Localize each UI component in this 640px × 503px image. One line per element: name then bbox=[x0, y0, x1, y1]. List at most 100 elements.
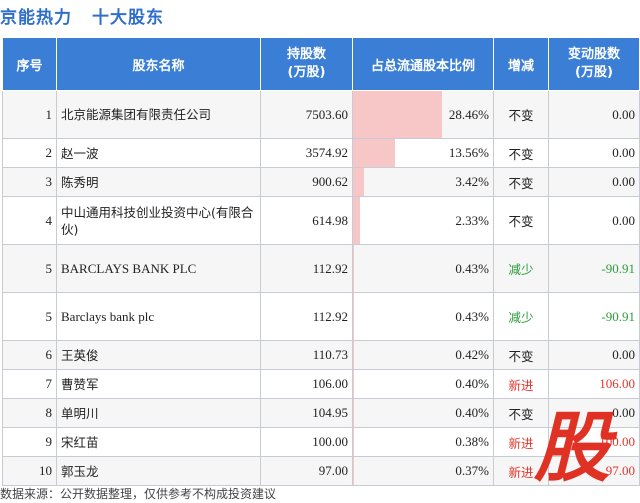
delta-value: -90.91 bbox=[548, 292, 640, 341]
delta-value: 100.00 bbox=[548, 427, 640, 457]
row-seq: 8 bbox=[2, 398, 57, 428]
change-status: 不变 bbox=[493, 138, 549, 168]
ratio-bar bbox=[353, 457, 355, 485]
row-seq: 5 bbox=[2, 292, 57, 341]
ratio-value: 0.43% bbox=[455, 260, 489, 276]
change-status: 不变 bbox=[493, 167, 549, 197]
delta-value: 0.00 bbox=[548, 398, 640, 428]
table-row: 1 北京能源集团有限责任公司 7503.60 28.46% 不变 0.00 bbox=[2, 90, 640, 139]
ratio-bar bbox=[353, 341, 355, 369]
shares-value: 106.00 bbox=[260, 369, 353, 399]
ratio-bar bbox=[353, 139, 396, 167]
delta-value: -90.91 bbox=[548, 244, 640, 293]
ratio-cell: 28.46% bbox=[352, 90, 494, 139]
ratio-bar bbox=[353, 293, 355, 340]
table-row: 10 郭玉龙 97.00 0.37% 新进 97.00 bbox=[2, 456, 640, 486]
ratio-value: 3.42% bbox=[455, 174, 489, 189]
section-title: 十大股东 bbox=[92, 8, 164, 28]
change-status: 不变 bbox=[493, 340, 549, 370]
col-header-ratio: 占总流通股本比例 bbox=[352, 37, 494, 91]
holder-name: Barclays bank plc bbox=[56, 292, 261, 341]
change-status: 减少 bbox=[493, 244, 549, 293]
ratio-value: 2.33% bbox=[455, 212, 489, 228]
row-seq: 2 bbox=[2, 138, 57, 168]
ratio-bar bbox=[353, 168, 364, 196]
ratio-value: 0.42% bbox=[455, 347, 489, 362]
ratio-bar bbox=[353, 428, 355, 456]
shares-value: 7503.60 bbox=[260, 90, 353, 139]
row-seq: 10 bbox=[2, 456, 57, 486]
table-row: 9 宋红苗 100.00 0.38% 新进 100.00 bbox=[2, 427, 640, 457]
ratio-cell: 0.40% bbox=[352, 398, 494, 428]
table-row: 5 Barclays bank plc 112.92 0.43% 减少 -90.91 bbox=[2, 292, 640, 341]
row-seq: 4 bbox=[2, 196, 57, 245]
company-title: 京能热力 bbox=[0, 8, 72, 28]
ratio-cell: 13.56% bbox=[352, 138, 494, 168]
ratio-value: 0.43% bbox=[455, 308, 489, 324]
ratio-value: 0.37% bbox=[455, 463, 489, 478]
shares-value: 104.95 bbox=[260, 398, 353, 428]
holder-name: 郭玉龙 bbox=[56, 456, 261, 486]
col-header-seq: 序号 bbox=[2, 37, 57, 91]
holder-name: 北京能源集团有限责任公司 bbox=[56, 90, 261, 139]
holder-name: 中山通用科技创业投资中心(有限合伙) bbox=[56, 196, 261, 245]
shares-value: 110.73 bbox=[260, 340, 353, 370]
stock-logo: 股 bbox=[534, 403, 610, 492]
holder-name: 赵一波 bbox=[56, 138, 261, 168]
ratio-value: 13.56% bbox=[448, 145, 489, 160]
change-status: 不变 bbox=[493, 196, 549, 245]
col-header-change: 增减 bbox=[493, 37, 549, 91]
ratio-cell: 0.37% bbox=[352, 456, 494, 486]
holder-name: 王英俊 bbox=[56, 340, 261, 370]
holder-name: BARCLAYS BANK PLC bbox=[56, 244, 261, 293]
delta-value: 0.00 bbox=[548, 90, 640, 139]
table-header-row: 序号 股东名称 持股数 (万股) 占总流通股本比例 增减 变动股数 (万股) bbox=[2, 37, 640, 91]
delta-value: 97.00 bbox=[548, 456, 640, 486]
col-header-shares: 持股数 (万股) bbox=[260, 37, 353, 91]
delta-value: 0.00 bbox=[548, 340, 640, 370]
shares-value: 900.62 bbox=[260, 167, 353, 197]
table-row: 7 曹赞军 106.00 0.40% 新进 106.00 bbox=[2, 369, 640, 399]
col-header-name: 股东名称 bbox=[56, 37, 261, 91]
change-status: 不变 bbox=[493, 90, 549, 139]
footer-note: 数据来源：公开数据整理，仅供参考不构成投资建议 bbox=[0, 487, 277, 501]
ratio-cell: 3.42% bbox=[352, 167, 494, 197]
row-seq: 9 bbox=[2, 427, 57, 457]
ratio-cell: 0.43% bbox=[352, 244, 494, 293]
holder-name: 宋红苗 bbox=[56, 427, 261, 457]
top-ten-holders-table: 序号 股东名称 持股数 (万股) 占总流通股本比例 增减 变动股数 (万股) 1… bbox=[2, 37, 640, 486]
row-seq: 1 bbox=[2, 90, 57, 139]
ratio-value: 28.46% bbox=[448, 106, 489, 122]
ratio-bar bbox=[353, 91, 442, 138]
change-status: 不变 bbox=[493, 398, 549, 428]
shares-value: 97.00 bbox=[260, 456, 353, 486]
table-row: 2 赵一波 3574.92 13.56% 不变 0.00 bbox=[2, 138, 640, 168]
change-status: 新进 bbox=[493, 456, 549, 486]
ratio-cell: 2.33% bbox=[352, 196, 494, 245]
row-seq: 7 bbox=[2, 369, 57, 399]
shares-value: 614.98 bbox=[260, 196, 353, 245]
ratio-bar bbox=[353, 370, 355, 398]
delta-value: 106.00 bbox=[548, 369, 640, 399]
ratio-bar bbox=[353, 197, 361, 244]
holder-name: 单明川 bbox=[56, 398, 261, 428]
ratio-value: 0.38% bbox=[455, 434, 489, 449]
change-status: 新进 bbox=[493, 427, 549, 457]
ratio-bar bbox=[353, 245, 355, 292]
ratio-bar bbox=[353, 399, 355, 427]
shares-value: 100.00 bbox=[260, 427, 353, 457]
row-seq: 5 bbox=[2, 244, 57, 293]
shares-value: 112.92 bbox=[260, 244, 353, 293]
delta-value: 0.00 bbox=[548, 196, 640, 245]
holder-name: 陈秀明 bbox=[56, 167, 261, 197]
table-row: 4 中山通用科技创业投资中心(有限合伙) 614.98 2.33% 不变 0.00 bbox=[2, 196, 640, 245]
ratio-cell: 0.42% bbox=[352, 340, 494, 370]
ratio-cell: 0.40% bbox=[352, 369, 494, 399]
table-row: 5 BARCLAYS BANK PLC 112.92 0.43% 减少 -90.91 bbox=[2, 244, 640, 293]
row-seq: 6 bbox=[2, 340, 57, 370]
delta-value: 0.00 bbox=[548, 167, 640, 197]
holder-name: 曹赞军 bbox=[56, 369, 261, 399]
change-status: 减少 bbox=[493, 292, 549, 341]
shares-value: 3574.92 bbox=[260, 138, 353, 168]
ratio-cell: 0.38% bbox=[352, 427, 494, 457]
